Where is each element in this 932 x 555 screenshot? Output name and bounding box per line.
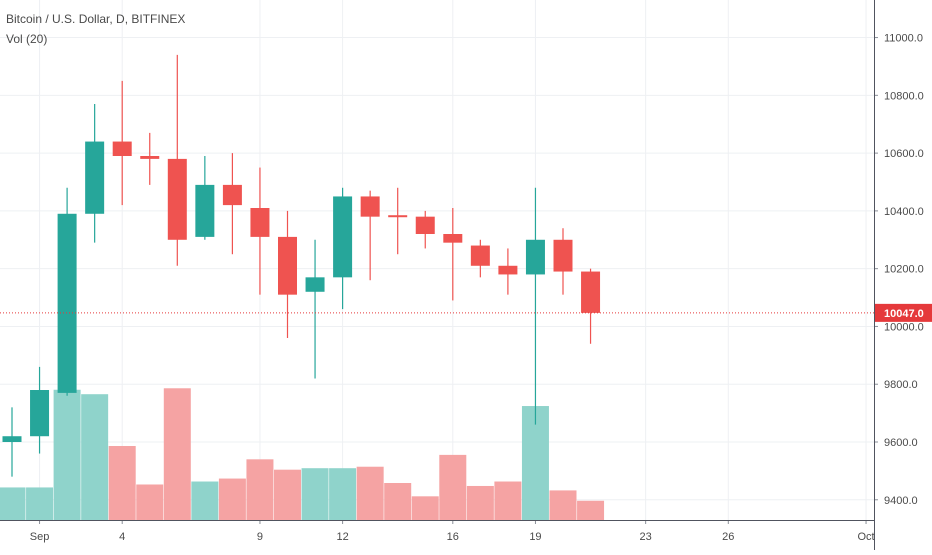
grid <box>0 0 874 520</box>
volume-bar <box>191 481 219 520</box>
candle-body <box>222 184 242 206</box>
x-tick-label: 4 <box>119 531 125 543</box>
volume-bar <box>439 454 467 520</box>
price-label-bg <box>875 303 932 322</box>
candle-body <box>250 208 270 237</box>
y-tick-label: 10600.0 <box>884 148 924 160</box>
volume-bar <box>218 478 246 520</box>
candle-body <box>2 436 22 442</box>
chart-legend: Bitcoin / U.S. Dollar, D, BITFINEX Vol (… <box>6 9 185 49</box>
y-tick-label: 10800.0 <box>884 90 924 102</box>
candle-body <box>140 156 160 159</box>
candle-body <box>85 141 105 214</box>
volume-bar <box>108 446 136 520</box>
volume-bar <box>81 394 109 520</box>
candle-body <box>443 234 463 243</box>
volume-bar <box>356 466 384 520</box>
candle-body <box>57 213 77 393</box>
volume-bar <box>494 481 522 520</box>
volume-bar <box>163 388 191 520</box>
y-tick-label: 9800.0 <box>884 379 918 391</box>
candle-body <box>360 196 380 217</box>
x-tick-label: 19 <box>529 531 541 543</box>
y-tick-label: 10200.0 <box>884 264 924 276</box>
price-label: 10047.0 <box>884 308 924 320</box>
x-tick-label: 12 <box>336 531 348 543</box>
x-tick-label: 26 <box>722 531 734 543</box>
volume-bar <box>53 389 81 520</box>
volume-bar <box>0 487 26 520</box>
volume-bar <box>329 468 357 520</box>
y-tick-label: 10400.0 <box>884 206 924 218</box>
candle-body <box>498 265 518 275</box>
volume-bar <box>549 490 577 520</box>
candle-body <box>195 184 215 237</box>
volume-bar <box>384 483 412 520</box>
volume-bar <box>26 487 54 520</box>
candle-body <box>470 245 490 266</box>
volume-indicator-label[interactable]: Vol (20) <box>6 32 48 46</box>
volume-bar <box>274 469 301 520</box>
y-tick-label: 10000.0 <box>884 321 924 333</box>
x-tick-label: 9 <box>257 531 263 543</box>
volume-bar <box>246 459 274 520</box>
volume-bar <box>411 496 439 520</box>
chart-title[interactable]: Bitcoin / U.S. Dollar, D, BITFINEX <box>6 12 186 26</box>
candle-body <box>581 271 601 313</box>
candle-body <box>278 236 297 295</box>
candle-body <box>305 277 325 292</box>
candle-body <box>525 239 545 275</box>
candle-body <box>333 196 353 278</box>
volume-bar <box>466 485 494 520</box>
candle-body <box>388 215 408 218</box>
volume-bar <box>136 484 164 520</box>
candle-body <box>112 141 132 156</box>
volume-bars <box>0 388 605 520</box>
y-tick-label: 9600.0 <box>884 437 918 449</box>
y-tick-label: 11000.0 <box>884 33 923 45</box>
candles <box>2 54 601 477</box>
y-tick-label: 9400.0 <box>884 495 918 507</box>
x-tick-label: Oct <box>857 531 874 543</box>
candle-body <box>415 216 435 234</box>
volume-bar <box>577 500 605 520</box>
x-tick-label: Sep <box>30 531 50 543</box>
candle-body <box>167 158 187 240</box>
x-tick-label: 16 <box>447 531 459 543</box>
volume-bar <box>521 406 549 520</box>
current-price-line: 10047.0 <box>0 303 932 322</box>
candle-body <box>30 390 50 437</box>
x-tick-label: 23 <box>640 531 652 543</box>
volume-bar <box>301 468 329 520</box>
candle-body <box>553 239 573 272</box>
